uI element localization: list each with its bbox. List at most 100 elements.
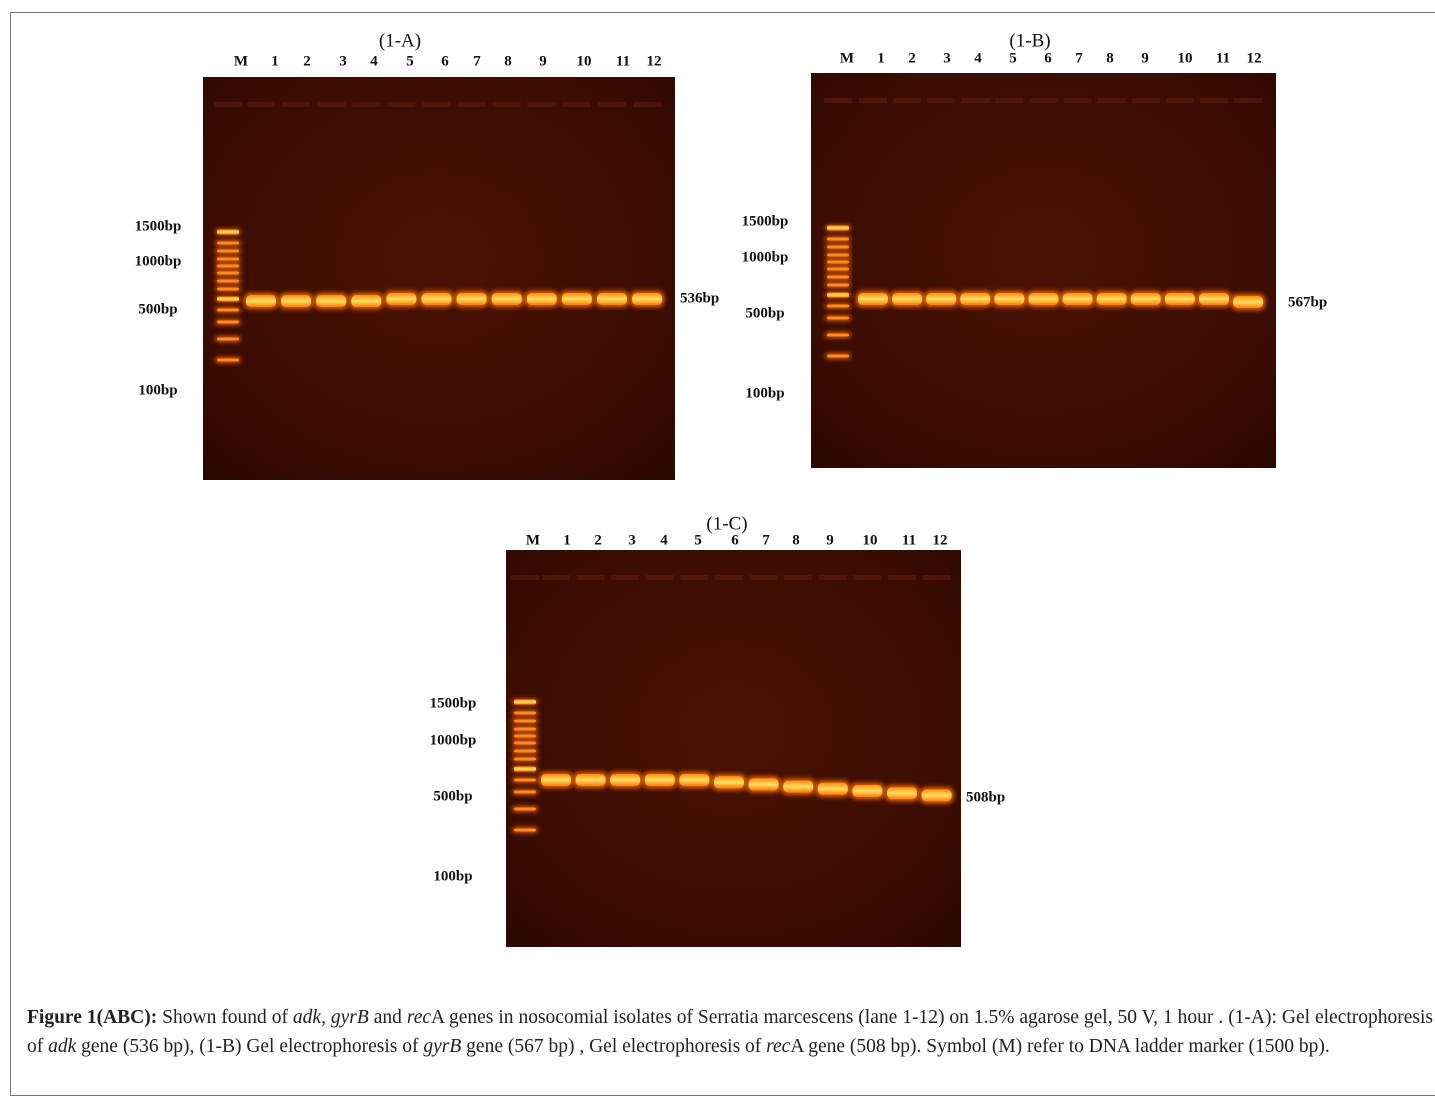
ladder-band	[217, 358, 239, 362]
band	[561, 293, 592, 305]
lane-label: M	[234, 53, 248, 69]
band	[456, 293, 487, 305]
band	[644, 774, 675, 786]
lane-label: 12	[933, 532, 948, 548]
well	[1165, 98, 1194, 103]
ladder-band	[514, 727, 536, 731]
marker-label: 100bp	[433, 868, 472, 884]
panel-title: (1-B)	[1009, 30, 1050, 51]
band	[316, 295, 347, 307]
well	[527, 102, 556, 107]
gel-panel	[203, 77, 675, 480]
lane-label: 10	[1178, 50, 1193, 66]
band	[421, 293, 452, 305]
well	[611, 575, 640, 580]
ladder-band	[514, 807, 536, 811]
lane-label: 4	[660, 532, 668, 548]
well	[317, 102, 346, 107]
lane-label: 7	[762, 532, 770, 548]
caption-run: gene (567 bp) , Gel electrophoresis of	[461, 1036, 767, 1057]
ladder-band	[827, 225, 849, 231]
ladder-band	[827, 253, 849, 257]
ladder-band	[514, 711, 536, 715]
ladder-band	[217, 264, 239, 268]
lane-label: 1	[271, 53, 279, 69]
well	[576, 575, 605, 580]
ladder-band	[217, 287, 239, 291]
band	[994, 293, 1025, 305]
gel-panel	[506, 550, 961, 947]
gel	[506, 550, 961, 947]
marker-label: 500bp	[433, 788, 472, 804]
well	[749, 575, 778, 580]
frame	[10, 12, 1435, 1096]
marker-label: 1500bp	[430, 695, 477, 711]
lane-label: 2	[594, 532, 602, 548]
band	[541, 774, 571, 786]
well	[352, 102, 381, 107]
caption-run: gyrB	[423, 1036, 462, 1057]
well	[784, 575, 813, 580]
well	[927, 98, 956, 103]
lane-label: 5	[1009, 50, 1017, 66]
ladder-band	[827, 237, 849, 241]
band	[1199, 293, 1229, 305]
band	[386, 293, 417, 305]
ladder-band	[217, 257, 239, 261]
lane-label: 6	[731, 532, 739, 548]
lane-label: 4	[974, 50, 982, 66]
band	[921, 789, 952, 802]
lane-label: M	[526, 532, 540, 548]
lane-label: 12	[1247, 50, 1262, 66]
band	[852, 785, 883, 797]
band	[714, 776, 744, 789]
caption-run: gyrB	[330, 1007, 369, 1028]
ladder-band	[514, 778, 536, 782]
marker-label: 1500bp	[135, 218, 182, 234]
marker-label: 100bp	[138, 382, 177, 398]
caption-run: adk	[48, 1036, 77, 1057]
lane-label: 8	[504, 53, 512, 69]
lane-label: 10	[863, 532, 878, 548]
caption-run: Shown found of	[157, 1007, 293, 1028]
ladder-band	[217, 241, 239, 245]
marker-label: 1500bp	[742, 213, 789, 229]
well	[457, 102, 486, 107]
band	[491, 293, 522, 305]
well	[214, 102, 242, 107]
band	[597, 293, 627, 305]
ladder-band	[217, 337, 239, 341]
lane-label: 3	[943, 50, 951, 66]
lane-label: 5	[406, 53, 414, 69]
well	[824, 98, 852, 103]
ladder-band	[217, 279, 239, 283]
well	[598, 102, 626, 107]
caption-run: A genes in nosocomial isolates of Serrat…	[27, 1007, 1433, 1057]
ladder-band	[514, 741, 536, 745]
well	[1200, 98, 1228, 103]
band-size-label: 536bp	[680, 290, 719, 306]
lane-label: 3	[339, 53, 347, 69]
ladder-band	[217, 308, 239, 312]
lane-label: 2	[908, 50, 916, 66]
well	[247, 102, 275, 107]
band	[1130, 293, 1161, 305]
well	[422, 102, 451, 107]
marker-label: 500bp	[138, 301, 177, 317]
band	[1096, 293, 1127, 305]
well	[893, 98, 922, 103]
marker-label: 1000bp	[135, 253, 182, 269]
well	[1063, 98, 1092, 103]
marker-label: 500bp	[745, 305, 784, 321]
band	[960, 293, 991, 305]
ladder-band	[827, 316, 849, 320]
well	[961, 98, 990, 103]
lane-label: 11	[902, 532, 916, 548]
caption-run: A gene (508 bp). Symbol (M) refer to DNA…	[790, 1036, 1330, 1057]
ladder-band	[514, 719, 536, 723]
lane-label: M	[840, 50, 854, 66]
well	[645, 575, 674, 580]
band	[1164, 293, 1195, 305]
lane-label: 7	[473, 53, 481, 69]
